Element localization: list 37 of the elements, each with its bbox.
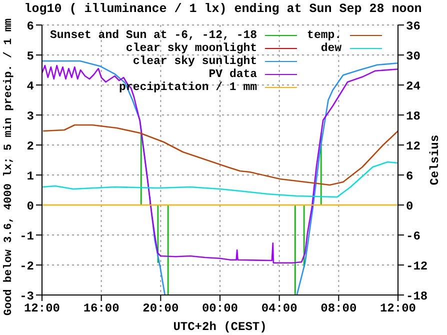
y-tick-label: 2 (26, 139, 34, 154)
y2-tick-label: 0 (406, 199, 414, 214)
x-axis-title: UTC+2h (CEST) (173, 320, 267, 334)
legend-label: clear sky moonlight (126, 42, 258, 55)
chart-title: log10 ( illuminance / 1 lx) ending at Sun Sep 28 noon (24, 2, 422, 16)
y-tick-label: 5 (26, 49, 34, 64)
x-tick-label: 12:00 (380, 302, 416, 316)
y2-tick-label: -18 (406, 289, 428, 304)
y-tick-label: -3 (20, 289, 34, 304)
legend-label: clear sky sunlight (132, 55, 258, 68)
x-tick-label: 12:00 (24, 302, 60, 316)
legend-label: PV data (208, 68, 258, 81)
y2-tick-label: 12 (406, 139, 420, 154)
y2-tick-label: 36 (406, 19, 420, 34)
x-tick-label: 04:00 (261, 302, 298, 316)
x-tick-label: 16:00 (83, 302, 120, 316)
y-tick-label: 4 (26, 79, 34, 94)
y-tick-label: 0 (26, 199, 34, 214)
x-tick-label: 08:00 (320, 302, 357, 316)
y-tick-label: 6 (26, 19, 34, 34)
legend-label: temp. (307, 29, 342, 42)
y2-tick-label: -6 (406, 229, 420, 244)
y2-tick-label: 18 (406, 109, 420, 124)
legend-label: dew (320, 42, 342, 55)
y2-axis-title: Celsius (428, 134, 442, 186)
x-tick-label: 00:00 (202, 302, 238, 316)
legend-label: Sunset and Sun at -6, -12, -18 (50, 29, 258, 42)
x-tick-label: 20:00 (142, 302, 179, 316)
y-tick-label: 1 (26, 169, 34, 184)
y2-tick-label: 30 (406, 49, 420, 64)
y2-tick-label: 6 (406, 169, 414, 184)
y-axis-title: Good below 3.6, 4000 lx; 5 min precip. / 1 mm (3, 18, 15, 316)
y-tick-label: 3 (26, 109, 34, 124)
y-tick-label: -2 (20, 259, 34, 274)
y-tick-label: -1 (20, 229, 34, 244)
y2-tick-label: -12 (406, 259, 428, 274)
y2-tick-label: 24 (406, 79, 420, 94)
